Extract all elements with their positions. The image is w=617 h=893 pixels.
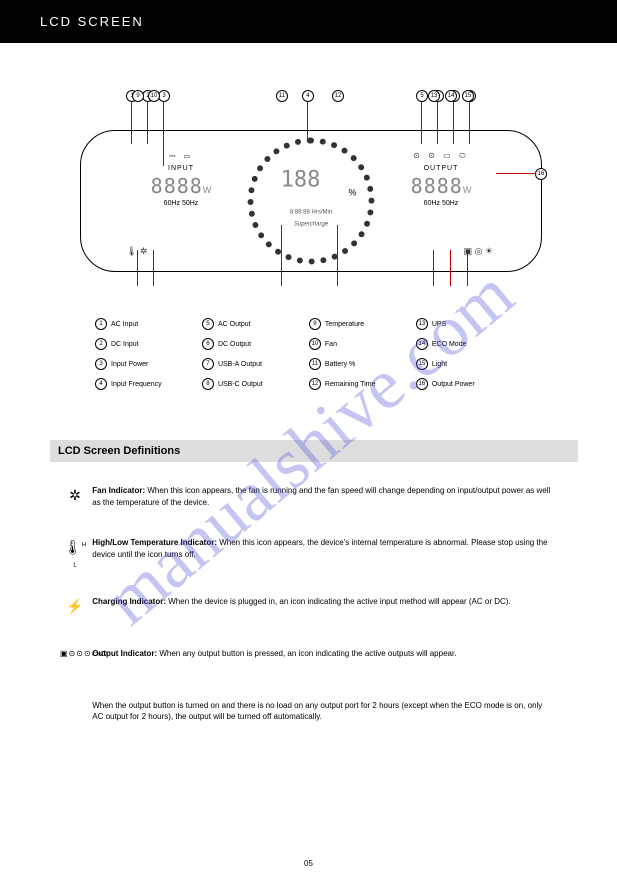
lead [496, 173, 536, 174]
definition-item: ⚡ Charging Indicator: When the device is… [60, 596, 560, 630]
output-watts: W [463, 185, 472, 195]
output-freq: 60Hz 50Hz [376, 200, 506, 207]
marker-16: 16 [535, 168, 547, 180]
dial-percent-unit: % [348, 188, 356, 198]
output-icons: ⊙ ⊙ ▭ ⬭ [376, 151, 506, 161]
input-seg: 8888 [151, 174, 203, 198]
legend-col: 1AC Input 2DC Input 3Input Power 4Input … [95, 310, 200, 398]
legend-item: 12Remaining Time [309, 378, 414, 390]
temperature-icon: 🌡HL [60, 537, 90, 578]
legend-col: 9Temperature 10Fan 11Battery % 12Remaini… [309, 310, 414, 398]
dial: 188 % 8:88:88 Hrs/Min Supercharge [248, 138, 375, 265]
lcd-diagram: 1 2 3 4 5 6 7 8 16 9 10 11 12 13 14 15 1… [80, 90, 540, 300]
marker-12: 12 [332, 90, 344, 102]
input-freq: 60Hz 50Hz [116, 200, 246, 207]
marker-14: 14 [445, 90, 457, 102]
legend-item: 10Fan [309, 338, 414, 350]
ports-icon: ▣⊙⊙⊙▭⬭ [60, 648, 90, 660]
legend-item: 13UPS [416, 318, 521, 330]
page-number: 05 [304, 859, 313, 868]
section-heading: LCD Screen Definitions [50, 440, 578, 462]
output-section: ⊙ ⊙ ▭ ⬭ OUTPUT 8888W 60Hz 50Hz [376, 151, 506, 207]
legend-item: 3Input Power [95, 358, 200, 370]
legend-item: 7USB-A Output [202, 358, 307, 370]
lead [281, 225, 282, 286]
dial-time: 8:88:88 Hrs/Min [290, 210, 332, 216]
marker-10: 10 [148, 90, 160, 102]
legend: 1AC Input 2DC Input 3Input Power 4Input … [95, 310, 525, 398]
output-label: OUTPUT [376, 165, 506, 172]
marker-13: 13 [428, 90, 440, 102]
legend-item: 1AC Input [95, 318, 200, 330]
lead [453, 101, 454, 144]
legend-item: 8USB-C Output [202, 378, 307, 390]
fan-icon: ✲ [60, 485, 90, 505]
marker-9: 9 [132, 90, 144, 102]
legend-item: 11Battery % [309, 358, 414, 370]
lead [433, 250, 434, 286]
definition-item: ✲ Fan Indicator: When this icon appears,… [60, 485, 560, 519]
marker-11: 11 [276, 90, 288, 102]
input-watts: W [203, 185, 212, 195]
marker-15: 15 [462, 90, 474, 102]
definition-item: ▣⊙⊙⊙▭⬭ Output Indicator: When any output… [60, 648, 560, 682]
legend-item: 4Input Frequency [95, 378, 200, 390]
legend-item: 9Temperature [309, 318, 414, 330]
lead [147, 101, 148, 144]
marker-4: 4 [302, 90, 314, 102]
plug-icon: ⚡ [60, 596, 90, 616]
lead [469, 101, 470, 144]
lead [153, 250, 154, 286]
dial-supercharge: Supercharge [294, 222, 328, 228]
legend-item: 5AC Output [202, 318, 307, 330]
lead [437, 101, 438, 144]
legend-item: 6DC Output [202, 338, 307, 350]
legend-item: 14ECO Mode [416, 338, 521, 350]
lead [421, 101, 422, 144]
definitions: ✲ Fan Indicator: When this icon appears,… [60, 485, 560, 752]
input-icons: ⎓ ▭ [116, 151, 246, 161]
lcd-panel-outline: 188 % 8:88:88 Hrs/Min Supercharge ⎓ ▭ IN… [80, 130, 542, 272]
lead [131, 101, 132, 144]
legend-col: 13UPS 14ECO Mode 15Light 16Output Power [416, 310, 521, 398]
lead [450, 250, 451, 286]
page-header: LCD SCREEN [0, 0, 617, 43]
definition-item: 🌡HL High/Low Temperature Indicator: When… [60, 537, 560, 578]
definition-note: When the output button is turned on and … [60, 700, 560, 734]
lead [163, 101, 164, 166]
legend-item: 15Light [416, 358, 521, 370]
input-section: ⎓ ▭ INPUT 8888W 60Hz 50Hz [116, 151, 246, 207]
legend-col: 5AC Output 6DC Output 7USB-A Output 8USB… [202, 310, 307, 398]
legend-item: 2DC Input [95, 338, 200, 350]
lead [307, 101, 308, 141]
lead [467, 250, 468, 286]
output-seg: 8888 [411, 174, 463, 198]
lead [337, 225, 338, 286]
input-label: INPUT [116, 165, 246, 172]
lead [137, 250, 138, 286]
marker-5: 5 [416, 90, 428, 102]
dial-percent-seg: 188 [266, 168, 336, 208]
legend-item: 16Output Power [416, 378, 521, 390]
